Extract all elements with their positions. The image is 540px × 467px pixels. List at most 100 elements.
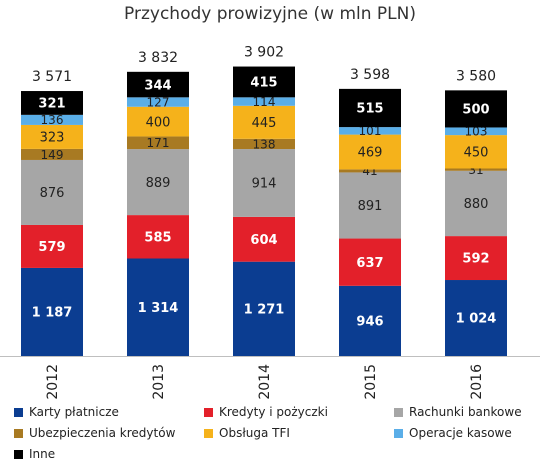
legend-label: Obsługa TFI <box>219 426 290 440</box>
bar-segment <box>21 114 83 125</box>
data-label: 321 <box>38 97 65 112</box>
data-label: 450 <box>464 145 489 160</box>
data-label: 876 <box>40 186 65 201</box>
data-label: 127 <box>147 95 170 109</box>
bar-segment <box>445 168 507 171</box>
data-label: 914 <box>252 177 277 192</box>
bar-segment <box>233 216 295 262</box>
legend-swatch <box>204 428 213 438</box>
data-label: 400 <box>146 115 171 130</box>
bar-segment <box>339 172 401 239</box>
bar-segment <box>339 134 401 170</box>
bar-segment <box>339 169 401 173</box>
data-label: 136 <box>41 113 64 127</box>
total-label: 3 832 <box>138 50 178 66</box>
bar-segment <box>339 88 401 128</box>
bar-segment <box>127 258 189 356</box>
total-label: 3 598 <box>350 67 390 83</box>
bar-segment <box>233 105 295 139</box>
bar-segment <box>21 148 83 160</box>
data-label: 149 <box>41 148 64 162</box>
bar-segment <box>445 127 507 136</box>
x-tick-label: 2013 <box>151 364 167 400</box>
bar-segment <box>445 280 507 356</box>
data-label: 415 <box>250 76 277 91</box>
x-tick-label: 2016 <box>469 364 485 400</box>
data-label: 946 <box>356 315 383 330</box>
legend-item: Karty płatnicze <box>14 405 119 419</box>
legend-swatch <box>14 428 23 438</box>
bar-segment <box>233 138 295 150</box>
x-tick-label: 2014 <box>257 364 273 400</box>
data-label: 469 <box>358 146 383 161</box>
data-label: 515 <box>356 102 383 117</box>
data-label: 114 <box>253 95 276 109</box>
data-label: 1 314 <box>138 301 179 316</box>
legend-item: Rachunki bankowe <box>394 405 522 419</box>
bar-segment <box>21 224 83 268</box>
data-label: 138 <box>253 137 276 151</box>
data-label: 891 <box>358 199 383 214</box>
bar-segment <box>21 91 83 115</box>
legend-swatch <box>14 407 23 417</box>
data-label: 604 <box>250 233 277 248</box>
x-tick-label: 2012 <box>45 364 61 400</box>
bar-segment <box>233 261 295 356</box>
bar-segment <box>445 135 507 169</box>
legend-swatch <box>394 407 403 417</box>
legend-swatch <box>394 428 403 438</box>
data-label: 579 <box>38 240 65 255</box>
bar-segment <box>21 267 83 356</box>
data-label: 445 <box>252 116 277 131</box>
data-label: 500 <box>462 103 489 118</box>
legend-item: Kredyty i pożyczki <box>204 405 328 419</box>
legend-swatch <box>204 407 213 417</box>
legend-label: Operacje kasowe <box>409 426 512 440</box>
bar-segment <box>127 149 189 216</box>
x-tick-label: 2015 <box>363 364 379 400</box>
data-label: 592 <box>462 252 489 267</box>
bar-segment <box>233 97 295 106</box>
legend-item: Inne <box>14 447 55 461</box>
bar-segment <box>127 136 189 150</box>
bar-segment <box>127 71 189 98</box>
legend-label: Inne <box>29 447 56 461</box>
bar-segment <box>339 127 401 135</box>
bar-segment <box>339 238 401 286</box>
bar-segment <box>339 285 401 356</box>
bar-segment <box>445 236 507 281</box>
data-label: 1 024 <box>456 312 497 327</box>
data-label: 880 <box>464 197 489 212</box>
legend-item: Operacje kasowe <box>394 426 512 440</box>
data-label: 323 <box>40 131 65 146</box>
total-label: 3 902 <box>244 45 284 61</box>
legend-label: Ubezpieczenia kredytów <box>29 426 176 440</box>
data-label: 171 <box>147 136 170 150</box>
bar-segment <box>445 170 507 237</box>
data-label: 637 <box>356 256 383 271</box>
data-label: 1 187 <box>32 306 73 321</box>
legend-item: Obsługa TFI <box>204 426 290 440</box>
data-label: 1 271 <box>244 303 285 318</box>
legend-item: Ubezpieczenia kredytów <box>14 426 175 440</box>
bar-segment <box>21 159 83 225</box>
total-label: 3 580 <box>456 68 496 84</box>
total-label: 3 571 <box>32 69 72 85</box>
data-label: 585 <box>144 230 171 245</box>
legend-label: Karty płatnicze <box>29 405 119 419</box>
data-label: 101 <box>359 124 382 138</box>
legend-label: Rachunki bankowe <box>409 405 522 419</box>
data-label: 103 <box>465 125 488 139</box>
bar-segment <box>127 215 189 259</box>
bar-segment <box>127 106 189 137</box>
bar-segment <box>233 66 295 98</box>
legend-swatch <box>14 449 23 459</box>
chart-title: Przychody prowizyjne (w mln PLN) <box>124 4 416 24</box>
bar-segment <box>127 97 189 107</box>
bar-segment <box>445 90 507 128</box>
bar-segment <box>21 124 83 149</box>
data-label: 889 <box>146 176 171 191</box>
bar-segment <box>233 149 295 217</box>
data-label: 344 <box>144 78 171 93</box>
